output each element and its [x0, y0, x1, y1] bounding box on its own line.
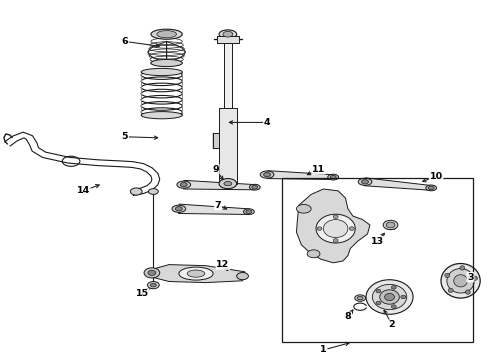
Ellipse shape	[244, 209, 254, 215]
Ellipse shape	[358, 178, 372, 185]
Ellipse shape	[366, 280, 413, 314]
Ellipse shape	[157, 31, 176, 38]
Text: 7: 7	[215, 201, 221, 210]
Ellipse shape	[333, 215, 338, 219]
Ellipse shape	[187, 270, 205, 277]
Ellipse shape	[323, 220, 348, 238]
Ellipse shape	[401, 295, 406, 299]
Ellipse shape	[296, 204, 311, 213]
Ellipse shape	[330, 175, 336, 179]
Ellipse shape	[246, 210, 252, 213]
Ellipse shape	[175, 207, 182, 211]
Text: 5: 5	[122, 132, 128, 141]
Ellipse shape	[264, 172, 270, 177]
Text: 10: 10	[430, 172, 442, 181]
Ellipse shape	[219, 179, 237, 189]
Ellipse shape	[376, 301, 381, 305]
Bar	[217, 36, 239, 43]
Ellipse shape	[151, 29, 182, 39]
Text: 12: 12	[216, 260, 230, 269]
Bar	[213, 133, 219, 148]
Ellipse shape	[179, 267, 213, 280]
Ellipse shape	[376, 289, 381, 293]
Ellipse shape	[380, 290, 399, 304]
Text: 15: 15	[136, 289, 148, 298]
Text: 13: 13	[371, 237, 384, 246]
Text: 1: 1	[320, 346, 327, 354]
Ellipse shape	[349, 227, 354, 230]
Ellipse shape	[454, 275, 467, 287]
Ellipse shape	[386, 222, 395, 228]
Ellipse shape	[141, 68, 182, 76]
Ellipse shape	[392, 285, 396, 289]
Ellipse shape	[472, 276, 477, 280]
Text: 3: 3	[467, 273, 474, 282]
Ellipse shape	[260, 171, 274, 178]
Polygon shape	[178, 204, 249, 215]
Bar	[219, 108, 237, 184]
Ellipse shape	[224, 181, 232, 186]
Text: 2: 2	[389, 320, 395, 329]
Ellipse shape	[466, 290, 470, 294]
Ellipse shape	[141, 112, 182, 119]
Ellipse shape	[448, 288, 453, 293]
Polygon shape	[296, 189, 370, 263]
Text: 4: 4	[264, 118, 270, 127]
Ellipse shape	[150, 283, 156, 287]
Ellipse shape	[130, 188, 142, 195]
Ellipse shape	[392, 305, 396, 309]
Ellipse shape	[180, 183, 187, 187]
Ellipse shape	[151, 59, 182, 67]
Ellipse shape	[249, 184, 260, 190]
Ellipse shape	[144, 268, 160, 278]
Ellipse shape	[307, 250, 320, 258]
Ellipse shape	[147, 282, 159, 289]
Polygon shape	[365, 178, 432, 190]
Ellipse shape	[357, 296, 363, 300]
Text: 14: 14	[76, 186, 90, 195]
Bar	[282, 178, 473, 342]
Ellipse shape	[177, 181, 191, 188]
Ellipse shape	[362, 180, 368, 184]
Ellipse shape	[385, 293, 394, 301]
Ellipse shape	[223, 31, 233, 37]
Ellipse shape	[447, 269, 474, 293]
Ellipse shape	[316, 214, 355, 243]
Ellipse shape	[237, 273, 248, 280]
Polygon shape	[149, 265, 245, 283]
Bar	[224, 43, 232, 115]
Ellipse shape	[460, 266, 465, 270]
Ellipse shape	[148, 189, 158, 194]
Ellipse shape	[252, 185, 258, 189]
Text: 6: 6	[122, 37, 128, 46]
Ellipse shape	[333, 239, 338, 242]
Polygon shape	[267, 171, 333, 180]
Ellipse shape	[445, 273, 450, 278]
Ellipse shape	[372, 284, 407, 310]
Polygon shape	[183, 180, 255, 190]
Text: 8: 8	[344, 312, 351, 321]
Ellipse shape	[317, 227, 322, 230]
Ellipse shape	[219, 30, 237, 39]
Ellipse shape	[328, 174, 339, 180]
Text: 11: 11	[312, 165, 325, 174]
Ellipse shape	[428, 186, 434, 190]
Ellipse shape	[355, 295, 366, 301]
Ellipse shape	[148, 270, 156, 275]
Text: 9: 9	[212, 165, 219, 174]
Ellipse shape	[441, 264, 480, 298]
Ellipse shape	[172, 205, 186, 212]
Ellipse shape	[426, 185, 437, 191]
Ellipse shape	[383, 220, 398, 230]
